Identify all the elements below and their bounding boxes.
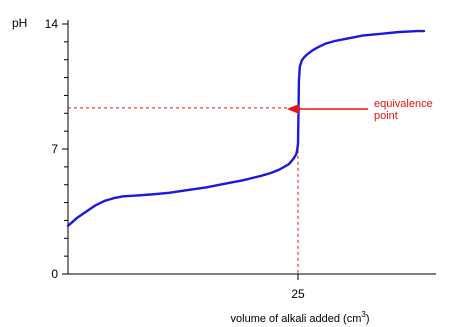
- y-tick-label: 14: [45, 17, 59, 31]
- x-tick-label: 25: [291, 287, 305, 301]
- axes: [62, 20, 436, 280]
- series-layer: [66, 29, 426, 228]
- y-tick-label: 0: [51, 267, 58, 281]
- tick-labels: 0 7 14 25: [45, 17, 305, 301]
- y-tick-label: 7: [51, 142, 58, 156]
- titration-curve: [66, 29, 426, 228]
- x-axis-label-main: volume of alkali added (cm: [231, 313, 362, 325]
- annotation-label-line-2: point: [374, 110, 398, 122]
- x-axis-label-superscript: 3: [361, 310, 366, 319]
- equivalence-annotation: equivalence point: [287, 98, 433, 122]
- x-axis-label: volume of alkali added (cm3): [231, 310, 370, 325]
- annotation-label-line-1: equivalence: [374, 98, 433, 110]
- equivalence-guides: [68, 107, 302, 274]
- y-axis-label: pH: [12, 16, 27, 30]
- x-axis-label-end: ): [366, 313, 370, 325]
- annotation-arrowhead: [287, 104, 299, 114]
